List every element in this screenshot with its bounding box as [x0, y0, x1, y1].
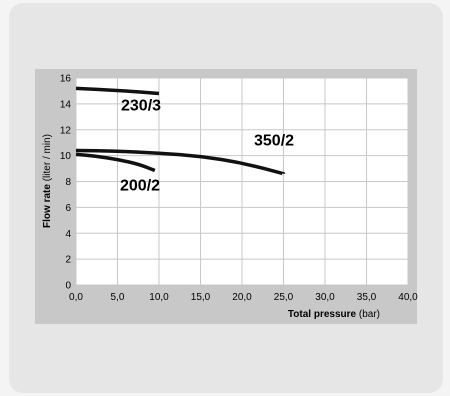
x-axis-label-unit: (bar)	[356, 309, 380, 320]
grid-lines	[75, 77, 409, 286]
series-label-230-3: 230/3	[121, 97, 161, 114]
x-tick-label: 0,0	[69, 292, 83, 303]
x-tick-label: 25,0	[274, 292, 294, 303]
series-lines	[75, 86, 285, 176]
y-tick-label: 10	[60, 151, 72, 162]
series-labels: 230/3 350/2 200/2	[120, 97, 294, 194]
y-tick-label: 2	[65, 255, 71, 266]
tick-labels: 0,0 5,0 10,0 15,0 20,0 25,0 30,0 35,0 40,0 0 2 4 6 8 1…	[60, 74, 418, 304]
y-tick-label: 14	[60, 99, 72, 110]
y-axis-label: Flow rate (liter / min)	[42, 134, 53, 228]
y-tick-label: 16	[60, 74, 72, 85]
x-tick-label: 35,0	[357, 292, 377, 303]
y-tick-label: 8	[65, 177, 71, 188]
x-tick-label: 15,0	[191, 292, 211, 303]
y-tick-label: 0	[65, 281, 71, 292]
series-line-350-2	[75, 148, 285, 176]
series-label-200-2: 200/2	[120, 177, 160, 194]
series-label-350-2: 350/2	[254, 132, 294, 149]
x-tick-label: 30,0	[315, 292, 335, 303]
x-tick-label: 20,0	[232, 292, 252, 303]
y-axis-label-main: Flow rate	[42, 184, 53, 228]
y-tick-label: 4	[65, 229, 71, 240]
x-axis-label: Total pressure (bar)	[288, 309, 380, 320]
x-tick-label: 40,0	[398, 292, 418, 303]
series-line-200-2	[75, 152, 156, 173]
x-tick-label: 5,0	[111, 292, 125, 303]
y-tick-label: 6	[65, 203, 71, 214]
y-tick-label: 12	[60, 125, 72, 136]
y-axis-label-unit: (liter / min)	[42, 134, 53, 184]
series-line-230-3	[75, 86, 160, 96]
x-tick-label: 10,0	[149, 292, 169, 303]
x-axis-label-main: Total pressure	[288, 309, 357, 320]
